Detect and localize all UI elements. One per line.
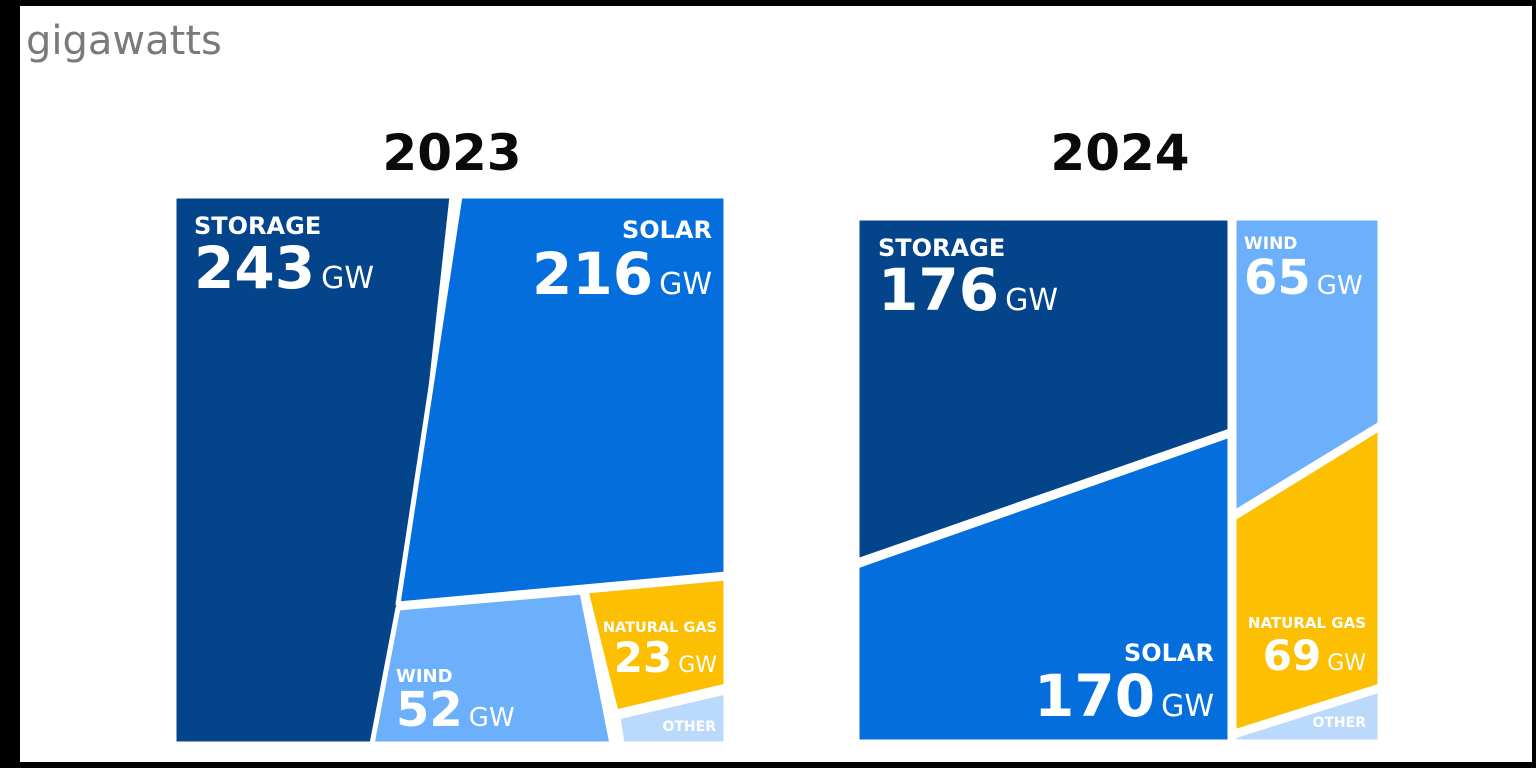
value-number-natural-gas-2024: 69 <box>1263 631 1321 680</box>
cell-natural-gas-2023 <box>583 575 729 715</box>
value-label-wind-2023: 52 GW <box>396 682 515 738</box>
year-label-2024: 2024 <box>1050 124 1189 182</box>
cell-other-2024 <box>1231 687 1383 745</box>
category-label-storage-2024: STORAGE <box>878 234 1005 262</box>
value-unit-storage-2024: GW <box>1005 283 1058 318</box>
cell-wind-2023 <box>369 589 615 747</box>
category-label-solar-2023: SOLAR <box>622 216 712 244</box>
value-unit-storage-2023: GW <box>321 261 374 296</box>
value-label-solar-2024: 170 GW <box>1034 662 1214 730</box>
unit-label: gigawatts <box>26 18 222 64</box>
value-unit-solar-2024: GW <box>1161 689 1214 724</box>
value-unit-natural-gas-2024: GW <box>1327 651 1366 676</box>
value-unit-wind-2023: GW <box>469 703 515 733</box>
cell-other-2023 <box>615 689 729 747</box>
value-label-solar-2023: 216 GW <box>532 240 712 308</box>
value-unit-wind-2024: GW <box>1317 271 1363 301</box>
value-number-solar-2024: 170 <box>1034 662 1155 730</box>
chart-stage: gigawatts 2023 STORAGE 243 GW SOLAR 216 GW WIND… <box>20 6 1532 762</box>
value-number-storage-2024: 176 <box>878 256 999 324</box>
value-number-wind-2024: 65 <box>1244 250 1311 306</box>
value-number-natural-gas-2023: 23 <box>614 633 672 682</box>
value-number-storage-2023: 243 <box>194 234 315 302</box>
value-label-natural-gas-2023: 23 GW <box>614 633 718 682</box>
category-label-wind-2023: WIND <box>396 666 453 687</box>
value-number-wind-2023: 52 <box>396 682 463 738</box>
category-label-natural-gas-2023: NATURAL GAS <box>603 620 717 636</box>
value-label-storage-2024: 176 GW <box>878 256 1058 324</box>
category-label-wind-2024: WIND <box>1244 234 1297 254</box>
value-number-solar-2023: 216 <box>532 240 653 308</box>
cell-wind-2024 <box>1231 215 1383 516</box>
cell-solar-2023 <box>395 193 729 607</box>
value-unit-natural-gas-2023: GW <box>678 653 717 678</box>
value-label-storage-2023: 243 GW <box>194 234 374 302</box>
value-unit-solar-2023: GW <box>659 267 712 302</box>
category-label-natural-gas-2024: NATURAL GAS <box>1248 614 1366 632</box>
cell-solar-2024 <box>854 432 1233 745</box>
cell-natural-gas-2024 <box>1231 425 1383 735</box>
value-label-natural-gas-2024: 69 GW <box>1263 631 1367 680</box>
category-label-storage-2023: STORAGE <box>194 212 321 240</box>
value-label-wind-2024: 65 GW <box>1244 250 1363 306</box>
cell-storage-2024 <box>854 215 1233 564</box>
year-label-2023: 2023 <box>382 124 521 182</box>
category-label-other-2024: OTHER <box>1312 715 1366 731</box>
category-label-solar-2024: SOLAR <box>1124 639 1214 667</box>
category-label-other-2023: OTHER <box>662 719 716 735</box>
